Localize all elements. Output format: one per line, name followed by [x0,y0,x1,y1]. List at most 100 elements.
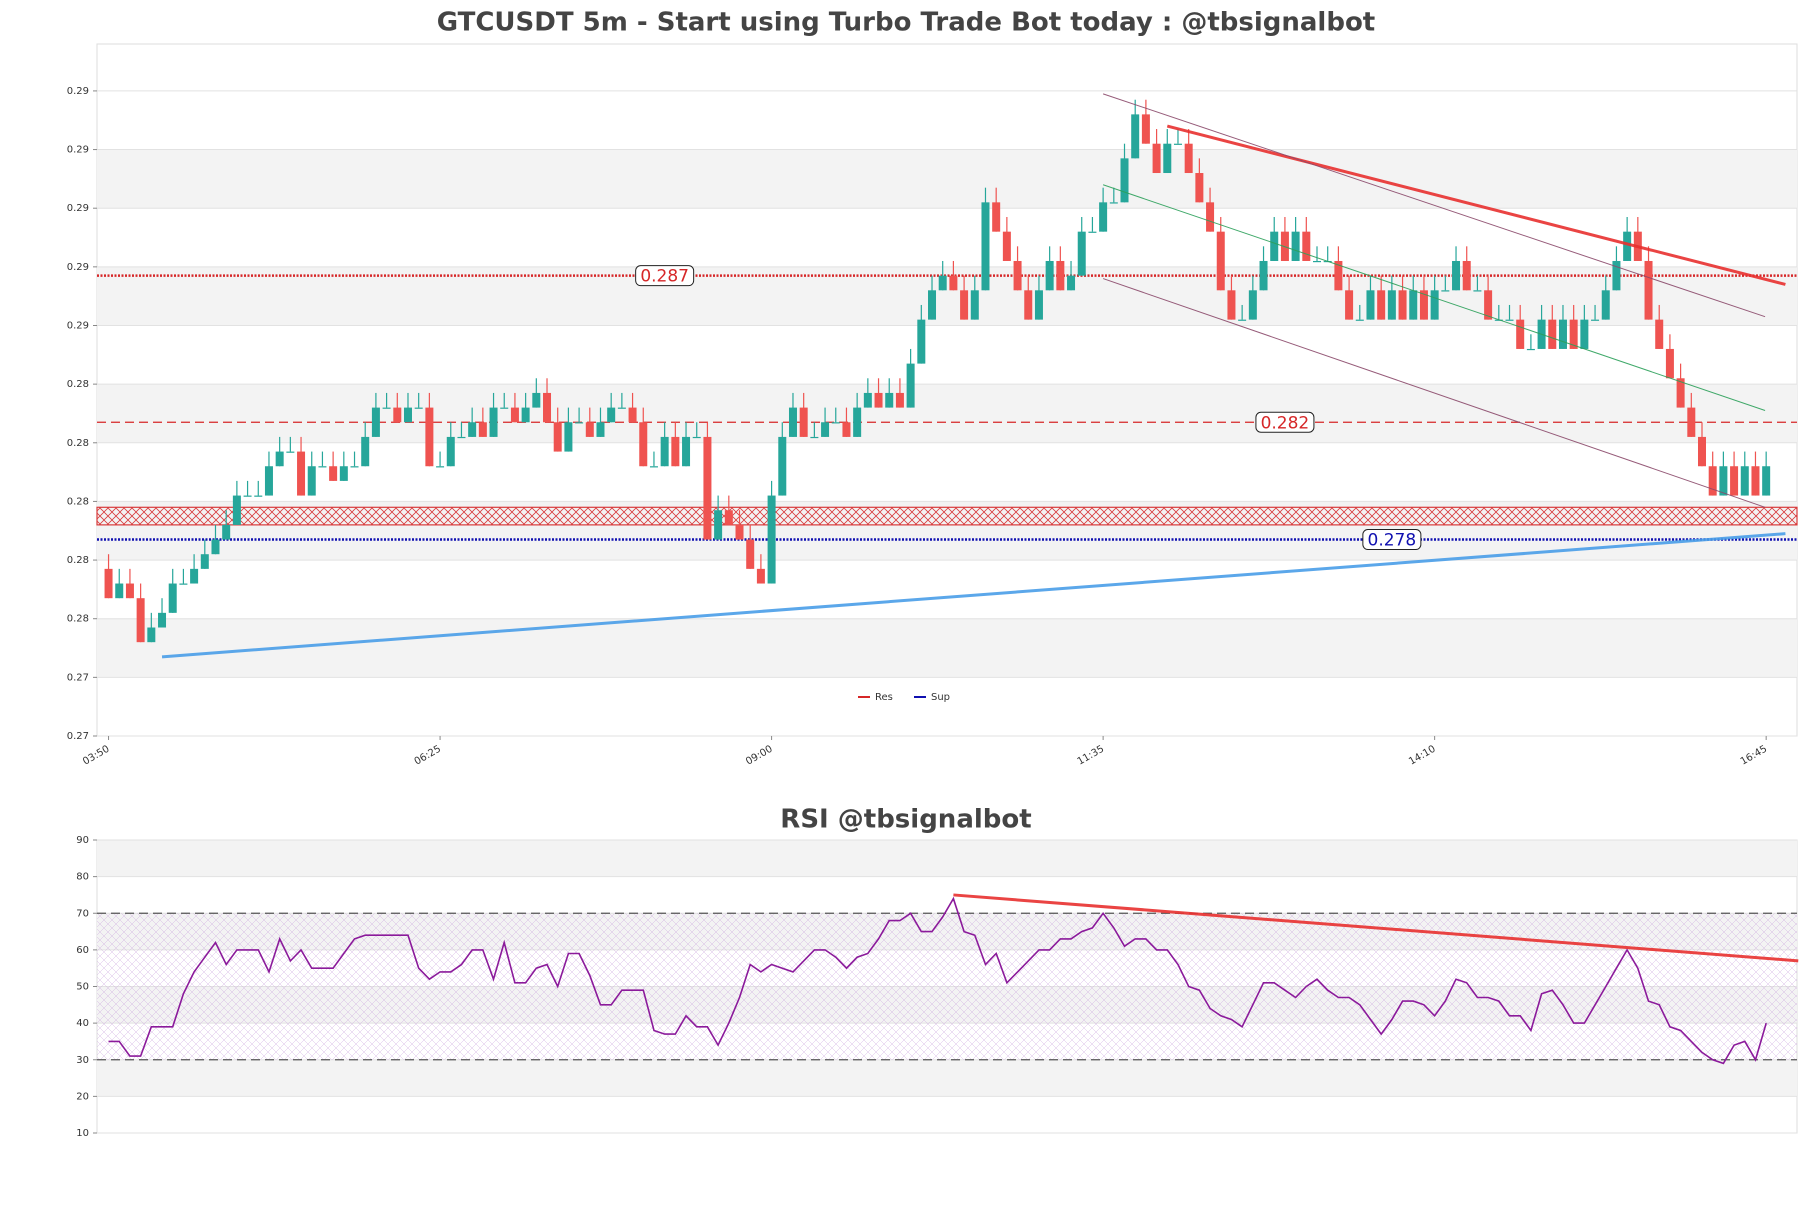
chart-title: GTCUSDT 5m - Start using Turbo Trade Bot… [437,8,1376,38]
candle-body [1206,202,1215,232]
candle-body [1612,260,1621,291]
y-tick-label: 50 [76,982,89,993]
candle-body [478,422,487,437]
candle-body [371,407,380,437]
candle-body [158,612,167,628]
candle-body [125,583,134,599]
candle-body [1313,260,1322,263]
candle-body [436,466,445,468]
candle-body [1291,231,1300,261]
candle-body [1516,319,1525,349]
candle-body [1195,173,1204,203]
candle-body [403,407,412,423]
level-label: 0.282 [1261,413,1310,433]
level-label-box [1255,411,1315,433]
candle-body [307,466,316,496]
candle-body [1623,231,1632,261]
candle-body [1452,260,1461,291]
candle-body [222,524,231,540]
candle-body [1697,436,1706,467]
candle-body [532,392,541,408]
candle-body [1419,290,1428,320]
candle-body [168,583,177,613]
candle-body [1548,319,1557,349]
candle-body [1665,348,1674,379]
candle-body [1569,319,1578,349]
candle-body [607,407,616,423]
level-label: 0.287 [640,267,689,287]
candle-body [853,407,862,437]
candle-body [147,627,156,643]
legend-label: Sup [931,692,950,703]
candle-body [1676,378,1685,408]
candle-body [585,422,594,437]
candle-body [1762,466,1771,496]
candle-body [1409,290,1418,320]
candle-body [863,392,872,408]
y-tick-label: 0.28 [67,555,89,566]
candle-body [350,466,359,468]
y-tick-label: 10 [76,1128,89,1139]
candle-body [318,466,327,468]
candle-body [393,407,402,423]
candle-body [1655,319,1664,349]
candle-body [553,422,562,452]
candle-body [425,407,434,467]
candle-body [1077,231,1086,276]
y-tick-label: 0.29 [67,86,89,97]
candle-body [682,436,691,467]
candle-body [1591,319,1600,321]
level-label: 0.278 [1368,531,1417,551]
chart-title: RSI @tbsignalbot [780,805,1031,835]
candle-body [714,510,723,540]
y-tick-label: 30 [76,1055,89,1066]
trend-line [1102,93,1766,318]
y-tick-label: 40 [76,1018,89,1029]
rsi-line [108,896,1767,1065]
candle-body [1024,290,1033,320]
candle-body [596,422,605,437]
candle-body [1184,143,1193,174]
candle-body [489,407,498,437]
candle-body [1740,466,1749,496]
candle-body [339,466,348,481]
candle-body [414,407,423,409]
candle-body [756,568,765,584]
candle-body [724,510,733,525]
candle-body [521,407,530,423]
candle-body [895,392,904,408]
candle-body [960,290,969,320]
candle-body [1227,290,1236,320]
trend-line [1102,184,1766,411]
y-tick-label: 0.28 [67,614,89,625]
candle-body [297,451,306,496]
candle-body [970,290,979,320]
candle-body [564,422,573,452]
candle-body [1099,202,1108,232]
candle-body [243,495,252,497]
candle-body [1558,319,1567,349]
candle-body [575,422,584,424]
candle-body [1302,231,1311,261]
candle-body [1259,260,1268,291]
y-tick-label: 60 [76,945,89,956]
candle-body [628,407,637,423]
trend-line [161,532,1786,659]
candle-body [1334,260,1343,291]
y-tick-label: 0.29 [67,203,89,214]
trend-line [1166,124,1786,286]
y-tick-label: 0.28 [67,496,89,507]
candle-body [1505,319,1514,321]
zone [96,506,1798,526]
y-tick-label: 20 [76,1091,89,1102]
candle-body [1163,143,1172,174]
candle-body [1270,231,1279,261]
candle-body [1387,290,1396,320]
candle-body [938,275,947,291]
candle-body [286,451,295,453]
candle-body [1484,290,1493,320]
candle-body [382,407,391,409]
y-tick-label: 90 [76,835,89,846]
band [97,840,1797,877]
candle-body [543,392,552,423]
